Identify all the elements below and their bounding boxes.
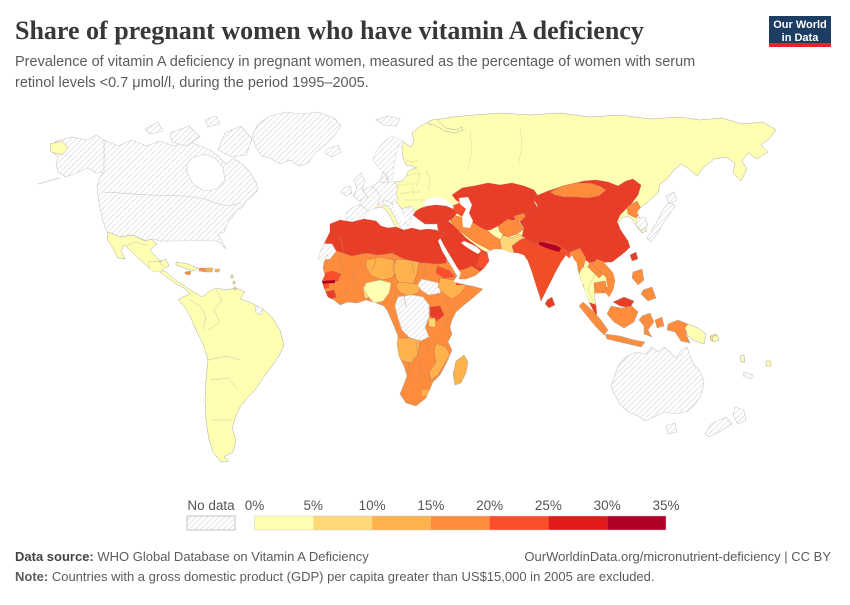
svg-text:5%: 5% (304, 498, 324, 513)
svg-text:35%: 35% (652, 498, 679, 513)
svg-text:20%: 20% (476, 498, 503, 513)
svg-text:15%: 15% (417, 498, 444, 513)
svg-text:25%: 25% (535, 498, 562, 513)
svg-text:10%: 10% (359, 498, 386, 513)
svg-text:0%: 0% (245, 498, 265, 513)
svg-text:30%: 30% (594, 498, 621, 513)
svg-text:No data: No data (187, 498, 235, 513)
